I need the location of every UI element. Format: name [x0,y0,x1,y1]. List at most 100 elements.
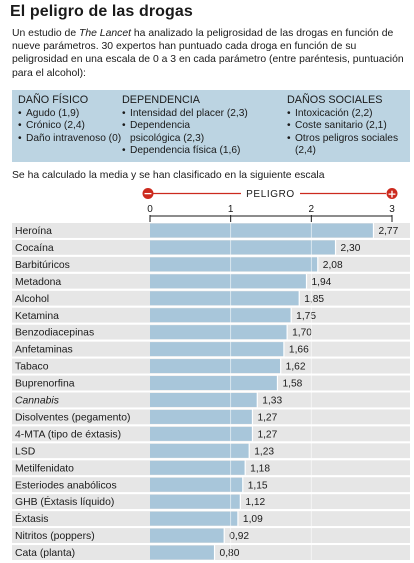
value-label: 1,15 [248,480,268,491]
journal-name: The Lancet [79,28,132,39]
parameter-label: Dependencia psicológica (2,3) [130,120,205,144]
bar [150,223,374,238]
parameter-column-physical: DAÑO FÍSICO • Agudo (1,9) • Crónico (2,4) … [18,94,122,145]
category-label: Metilfenidato [15,463,74,474]
bar-row: Anfetaminas 1,66 [12,341,410,358]
bar-row: Esteriodes anabólicos 1,15 [12,477,410,494]
bullet-icon: • [122,120,126,132]
scale-note: Se ha calculado la media y se han clasif… [12,170,325,181]
tick-label: 1 [228,204,234,215]
value-label: 1,23 [254,446,274,457]
category-label: Tabaco [15,362,49,373]
value-label: 0,92 [229,531,249,542]
parameter-label: Intensidad del placer (2,3) [130,107,248,119]
bar [150,528,225,543]
bar [150,325,288,340]
category-label: Cocaína [15,243,54,254]
scale-label: PELIGRO [246,189,295,200]
value-label: 1,09 [243,514,263,525]
bullet-icon: • [287,120,291,132]
bar-rows: Heroína 2,77 Cocaína 2,30 Barbitúricos 2,08 Me… [12,222,410,561]
bar [150,274,307,289]
bar [150,494,241,509]
category-label: Nitritos (poppers) [15,531,95,542]
bullet-icon: • [122,145,126,157]
value-label: 1,75 [296,311,316,322]
bar-row: Cata (planta) 0,80 [12,545,410,561]
bar-row: Cocaína 2,30 [12,239,410,256]
bar-row: Buprenorfina 1,58 [12,375,410,392]
plus-icon: + [386,187,398,200]
bar-row: Metadona 1,94 [12,273,410,290]
parameter-heading: DEPENDENCIA [122,94,200,106]
category-label: LSD [15,446,35,457]
parameter-label: Coste sanitario (2,1) [295,120,387,132]
parameter-label: Intoxicación (2,2) [295,107,373,119]
category-label: GHB (Éxtasis líquido) [15,495,114,508]
bar [150,359,281,374]
parameter-item: • Daño intravenoso (0) [18,133,122,146]
intro-post: ha analizado la peligrosidad de las drog… [12,28,404,79]
category-label: Barbitúricos [15,260,70,271]
bar [150,545,215,560]
value-label: 1,18 [250,463,270,474]
category-label: Benzodiacepinas [15,328,94,339]
intro-pre: Un estudio de [12,28,80,39]
value-label: 1,33 [262,396,282,407]
parameter-label: Crónico (2,4) [26,120,85,132]
scale-label-bg [242,187,299,200]
value-label: 2,77 [378,226,398,237]
minus-circle [142,188,154,199]
category-label: Disolventes (pegamento) [15,412,131,423]
bar-row: Heroína 2,77 [12,223,410,239]
bar [150,460,246,475]
category-label: Cata (planta) [15,548,75,559]
parameter-item: • Coste sanitario (2,1) [287,120,409,133]
bar-row: Barbitúricos 2,08 [12,256,410,273]
bar [150,511,238,526]
category-label: Éxtasis [15,512,49,525]
bar [150,443,250,458]
category-label: Ketamina [15,311,59,322]
bullet-icon: • [18,107,22,119]
bar [150,376,278,391]
value-label: 0,80 [220,548,240,559]
parameter-item: • Otros peligros sociales (2,4) [287,133,409,158]
bar-row: 4-MTA (tipo de éxtasis) 1,27 [12,426,410,443]
parameter-item: • Intoxicación (2,2) [287,108,409,121]
parameter-column-social: DAÑOS SOCIALES • Intoxicación (2,2) • Cost… [287,94,409,158]
bullet-icon: • [122,107,126,119]
category-label: Cannabis [15,396,59,407]
tick-label: 2 [309,204,315,215]
bar [150,240,336,255]
value-label: 1,12 [245,497,265,508]
bar-row: Cannabis 1,33 [12,392,410,409]
parameter-column-dependence: DEPENDENCIA • Intensidad del placer (2,3)… [122,94,282,158]
bullet-icon: • [287,132,291,144]
bar [150,308,292,323]
value-label: 1,62 [286,362,306,373]
parameter-item: • Dependencia física (1,6) [122,145,282,158]
value-label: 1,70 [292,328,312,339]
category-label: Metadona [15,277,61,288]
bar-row: GHB (Éxtasis líquido) 1,12 [12,494,410,511]
bullet-icon: • [18,132,22,144]
bullet-icon: • [18,120,22,132]
parameter-heading: DAÑO FÍSICO [18,94,89,106]
tick-label: 0 [147,204,153,215]
plus-glyph: + [387,187,396,200]
parameter-item: • Agudo (1,9) [18,108,122,121]
value-label: 2,30 [341,243,361,254]
category-label: 4-MTA (tipo de éxtasis) [15,429,121,440]
value-label: 2,08 [323,260,343,271]
intro-text: Un estudio de The Lancet ha analizado la… [12,27,410,80]
danger-scale-header: − + PELIGRO [142,187,398,200]
category-label: Esteriodes anabólicos [15,480,117,491]
parameter-label: Dependencia física (1,6) [130,145,241,157]
bar [150,392,258,407]
bar-row: Nitritos (poppers) 0,92 [12,528,410,545]
bar [150,342,284,357]
bar [150,291,300,306]
page-title: El peligro de las drogas [10,3,193,20]
